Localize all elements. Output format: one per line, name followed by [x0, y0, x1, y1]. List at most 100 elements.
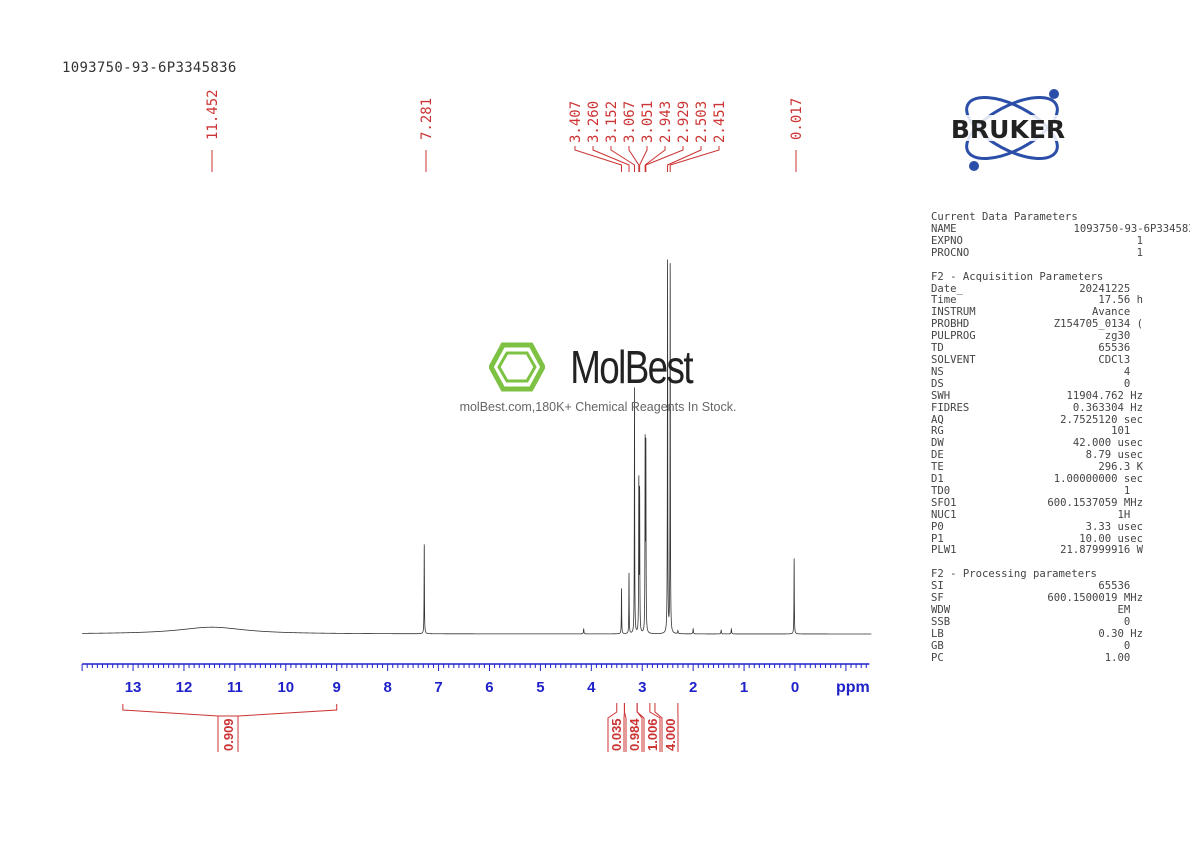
watermark-tagline: molBest.com,180K+ Chemical Reagents In S… [459, 400, 737, 414]
x-tick-label: 12 [176, 679, 193, 696]
x-axis-label: ppm [836, 679, 870, 696]
peak-label: 2.929 [676, 101, 692, 143]
parameter-value: 600.1537059 MHz [1047, 496, 1143, 509]
peak-label: 2.503 [694, 101, 710, 143]
x-tick-label: 0 [791, 679, 799, 696]
peak-label: 3.407 [568, 101, 584, 143]
parameter-value: 1H [1117, 508, 1143, 521]
integral-value: 1.006 [645, 718, 660, 751]
parameter-key: INSTRUM [931, 306, 976, 319]
parameter-section-heading: F2 - Acquisition Parameters [931, 270, 1104, 283]
x-tick-label: 11 [227, 679, 243, 696]
parameter-key: DE [931, 449, 944, 462]
parameter-key: SWH [931, 389, 951, 402]
parameter-value: 65536 [1098, 580, 1143, 593]
parameter-value: 101 [1111, 425, 1143, 438]
parameter-row: NS 4 [931, 366, 1190, 379]
integral-bracket [623, 703, 627, 752]
parameter-value: 1.00000000 sec [1053, 473, 1143, 486]
parameter-key: DS [931, 377, 944, 390]
parameter-section-heading: Current Data Parameters [931, 211, 1078, 223]
bruker-logo: BRUKER [924, 89, 1092, 171]
x-tick-label: 8 [383, 679, 391, 696]
sample-name: 1093750-93-6P3345836 [62, 60, 237, 76]
bruker-logo-text: BRUKER [951, 115, 1065, 144]
parameter-key: Time [931, 294, 957, 307]
parameter-key: NAME [931, 222, 957, 235]
parameter-row: PROCNO 1 [931, 246, 1190, 260]
watermark-name: MolBest [569, 341, 693, 393]
parameter-key: NUC1 [931, 508, 957, 521]
acquisition-parameters: Current Data Parameters NAME 1093750-93-6P… [931, 211, 1190, 665]
parameter-value: 2.7525120 sec [1060, 413, 1143, 426]
parameter-value: 1 [1136, 246, 1143, 259]
parameter-row: SF 600.1500019 MHz [931, 592, 1190, 605]
parameter-row: Date_ 20241225 [931, 282, 1190, 296]
parameter-value: Avance [1091, 306, 1143, 319]
parameter-key: Date_ [931, 282, 963, 295]
parameter-row: P1 10.00 usec [931, 533, 1190, 546]
parameter-value: 1 [1136, 234, 1143, 247]
x-tick-label: 5 [536, 679, 544, 696]
parameter-section-heading: F2 - Processing parameters [931, 568, 1097, 581]
peak-label-connector [610, 146, 636, 172]
parameter-key: AQ [931, 413, 944, 426]
x-tick-label: 3 [638, 679, 646, 696]
x-tick-label: 6 [485, 679, 493, 696]
parameter-key: TE [931, 461, 944, 474]
parameter-value: 65536 [1098, 342, 1143, 355]
x-tick-label: 2 [689, 679, 697, 696]
integral-value: 4.000 [663, 718, 678, 751]
parameter-row: EXPNO 1 [931, 234, 1190, 248]
parameter-value: 0 [1123, 616, 1143, 628]
parameter-row: PLW1 21.87999916 W [931, 545, 1190, 557]
parameter-value: 296.3 K [1098, 461, 1143, 474]
parameter-key: EXPNO [931, 234, 963, 247]
parameter-key: FIDRES [931, 401, 970, 414]
parameter-row: TE 296.3 K [931, 461, 1190, 474]
peak-label-connector [667, 146, 702, 172]
integral-value: 0.035 [609, 718, 624, 751]
x-axis: 13 12 11 10 9 8 7 6 5 4 3 2 1 0 [81, 663, 870, 696]
parameter-value: 0 [1123, 639, 1143, 652]
parameter-row: NAME 1093750-93-6P3345836 [931, 222, 1190, 236]
peak-label: 7.281 [419, 98, 435, 140]
parameter-row: TD0 1 [931, 485, 1190, 498]
parameter-key: WDW [931, 604, 951, 617]
peak-label: 2.451 [712, 101, 728, 143]
peak-label-connector [639, 146, 648, 172]
peak-label-connector [645, 146, 684, 172]
parameter-row: SSB 0 [931, 616, 1190, 629]
parameter-row: LB 0.30 Hz [931, 627, 1190, 641]
parameter-key: GB [931, 639, 944, 652]
parameter-key: PC [931, 651, 944, 664]
parameter-value: 17.56 h [1098, 294, 1143, 307]
parameter-value: 0.363304 Hz [1072, 401, 1143, 414]
parameter-key: TD [931, 342, 944, 355]
parameter-value: 0.30 Hz [1098, 627, 1143, 640]
x-tick-label: 1 [740, 679, 748, 696]
x-tick-label: 10 [277, 679, 294, 696]
parameter-value: 42.000 usec [1072, 437, 1143, 450]
x-tick-label: 7 [434, 679, 442, 696]
watermark: MolBest molBest.com,180K+ Chemical Reage… [448, 340, 748, 414]
parameter-row: P0 3.33 usec [931, 520, 1190, 534]
peak-label-connector [628, 146, 640, 172]
x-tick-label: 9 [333, 679, 341, 696]
parameter-row: AQ 2.7525120 sec [931, 413, 1190, 427]
parameter-row: SFO1 600.1537059 MHz [931, 496, 1190, 510]
peak-label: 2.943 [658, 101, 674, 143]
parameter-row: D1 1.00000000 sec [931, 473, 1190, 486]
parameter-row: RG 101 [931, 426, 1190, 438]
parameter-key: SFO1 [931, 496, 957, 509]
parameter-key: SSB [931, 616, 951, 628]
peak-label: 3.067 [622, 101, 638, 143]
parameter-key: P0 [931, 520, 944, 533]
peak-labels: 11.452 7.281 3.407 3.260 3.152 3.067 3.051 2.94… [205, 89, 805, 172]
parameter-row: TD 65536 [931, 342, 1190, 355]
parameter-value: 11904.762 Hz [1066, 389, 1143, 402]
parameter-row: GB 0 [931, 639, 1190, 653]
parameter-row: Time 17.56 h [931, 295, 1190, 307]
parameter-row: NUC1 1H [931, 508, 1190, 522]
parameter-row: DW 42.000 usec [931, 437, 1190, 450]
